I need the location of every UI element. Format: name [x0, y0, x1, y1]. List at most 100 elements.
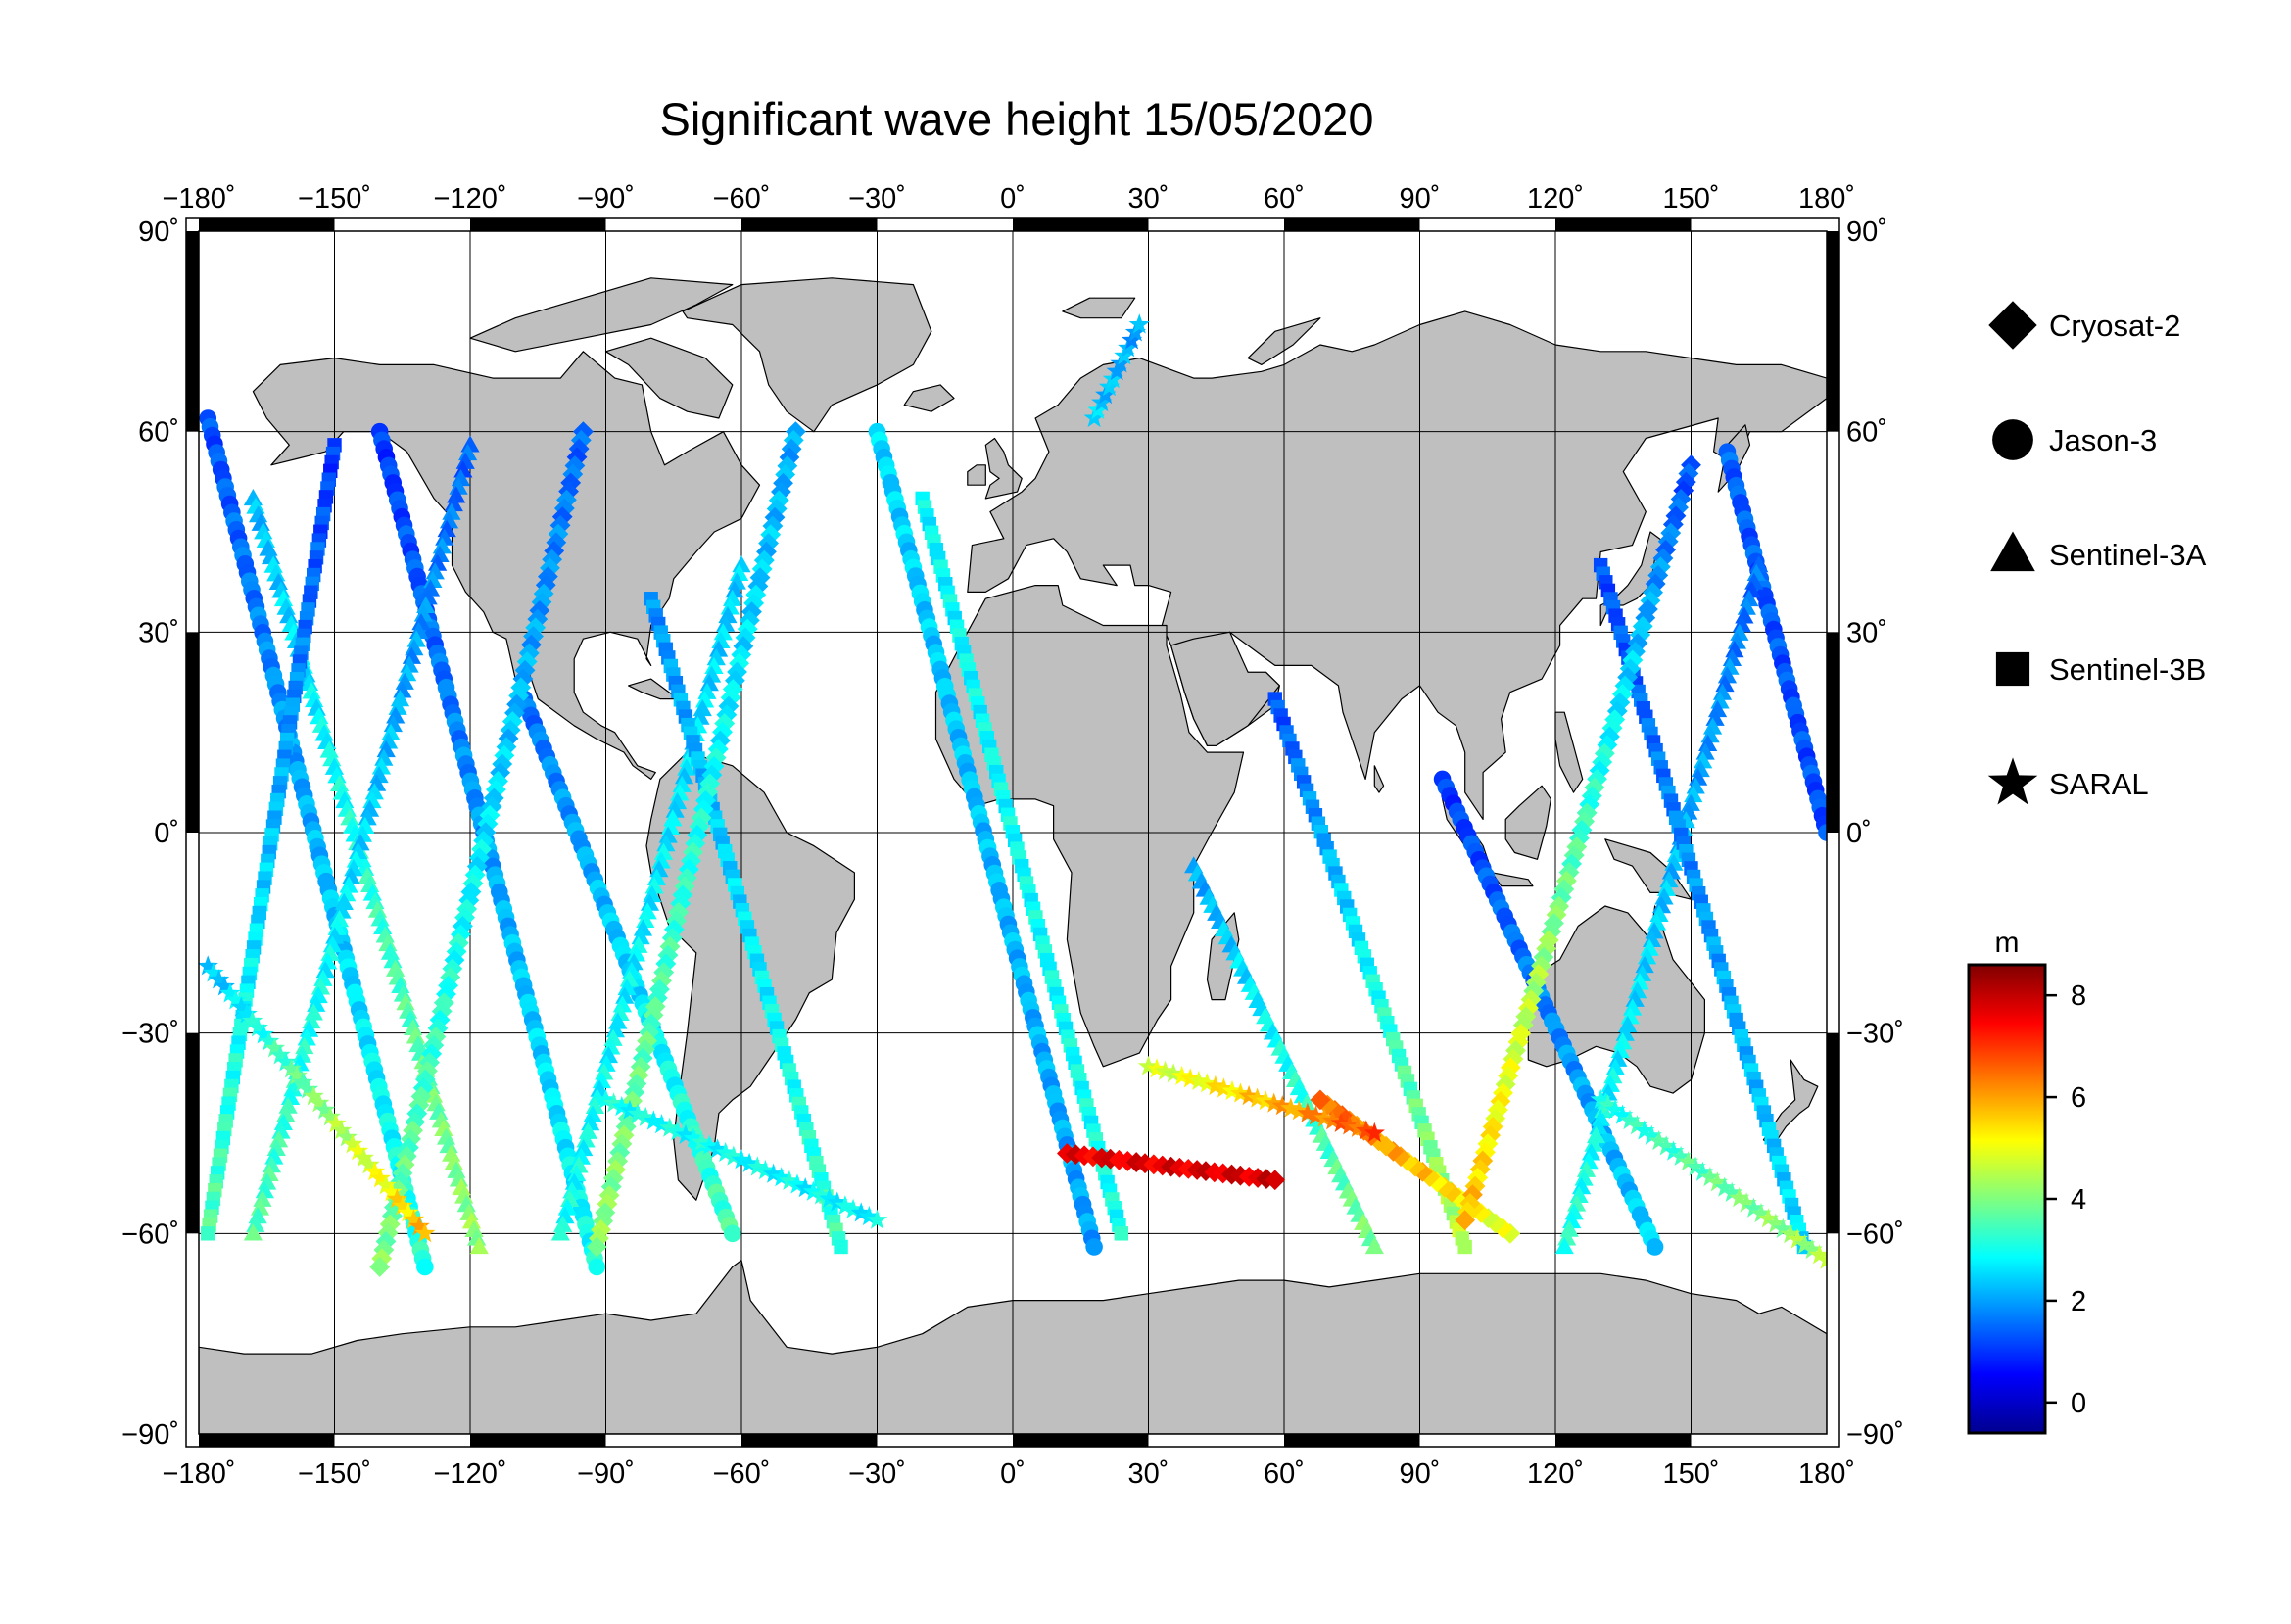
- track-point: [1604, 1099, 1626, 1120]
- track-point: [1477, 1133, 1499, 1155]
- track-point: [601, 1037, 621, 1055]
- track-point: [1670, 1145, 1692, 1166]
- legend-item-jason-3: Jason-3: [1992, 419, 2157, 460]
- track-point: [1818, 824, 1827, 841]
- lon-tick-label-bottom: 120˚: [1527, 1458, 1584, 1490]
- track-point: [1324, 1099, 1346, 1121]
- track-point: [1487, 1099, 1508, 1121]
- track-point: [635, 1106, 656, 1126]
- track-point: [583, 1105, 602, 1122]
- track-point: [858, 1205, 880, 1226]
- track-point: [585, 1096, 604, 1114]
- track-point: [286, 1065, 308, 1085]
- track-point: [243, 1223, 263, 1241]
- track-point: [1589, 760, 1610, 782]
- track-point: [344, 859, 363, 877]
- track-point: [406, 630, 426, 647]
- lon-tick-label-bottom: −30˚: [848, 1458, 906, 1490]
- track-point: [1787, 1228, 1808, 1249]
- colorbar-tick-label: 0: [2071, 1388, 2086, 1419]
- lat-tick-label-left: 0˚: [154, 818, 179, 849]
- track-point: [334, 892, 354, 910]
- track-point: [794, 1177, 816, 1198]
- track-point: [405, 639, 424, 656]
- star-legend-symbol: [1987, 757, 2038, 805]
- track-point: [442, 502, 461, 520]
- track-point: [658, 826, 678, 843]
- track-point: [615, 1116, 637, 1137]
- track-point: [416, 596, 436, 613]
- track-point: [720, 597, 740, 615]
- track-point: [1470, 1202, 1492, 1223]
- track-point: [369, 1168, 391, 1188]
- track-point: [332, 901, 352, 919]
- track-point: [1188, 1070, 1210, 1090]
- track-point: [842, 1198, 864, 1218]
- track-point: [362, 790, 382, 809]
- track-point: [850, 1202, 872, 1222]
- track-point: [283, 1079, 303, 1097]
- track-point: [1441, 1181, 1462, 1203]
- track-point: [732, 555, 751, 573]
- track-point: [462, 873, 484, 894]
- track-point: [698, 1134, 721, 1155]
- track-point: [576, 1130, 596, 1148]
- track-point: [1205, 1075, 1226, 1096]
- track-point: [337, 884, 357, 902]
- track-point: [571, 1147, 591, 1165]
- frame-segment: [199, 218, 335, 231]
- track-point: [771, 1167, 792, 1187]
- track-point: [383, 715, 403, 733]
- track-point: [248, 1207, 267, 1224]
- track-point: [348, 1140, 369, 1161]
- track-point: [1677, 1151, 1699, 1171]
- track-point: [423, 570, 443, 589]
- series-saral: [199, 313, 1827, 1269]
- track-point: [349, 841, 368, 860]
- track-point: [1520, 989, 1542, 1010]
- track-point: [1531, 955, 1551, 977]
- lat-tick-label-left: 90˚: [138, 216, 179, 248]
- diamond-legend-symbol: [1988, 301, 2037, 350]
- track-point: [1305, 1105, 1327, 1125]
- track-point: [593, 1211, 614, 1232]
- track-point: [322, 935, 343, 953]
- track-point: [342, 1133, 363, 1154]
- track-point: [1313, 1107, 1335, 1127]
- lon-tick-label-top: 90˚: [1400, 183, 1441, 215]
- track-point: [1503, 1048, 1524, 1070]
- track-point: [1467, 1167, 1489, 1188]
- track-point: [403, 1120, 423, 1141]
- lat-tick-label-left: 60˚: [138, 417, 179, 449]
- track-point: [1271, 1095, 1293, 1116]
- colorbar-gradient: [1967, 963, 2047, 1435]
- track-point: [649, 860, 669, 878]
- track-point: [416, 1258, 434, 1276]
- track-point: [650, 1114, 673, 1134]
- track-point: [418, 588, 438, 605]
- track-point: [271, 1122, 291, 1139]
- track-point: [1614, 675, 1636, 696]
- track-point: [754, 1159, 777, 1180]
- track-point: [1657, 531, 1679, 552]
- track-point: [1364, 1237, 1384, 1255]
- track-point: [219, 982, 241, 1003]
- track-point: [266, 1138, 286, 1156]
- track-point: [713, 623, 733, 641]
- lon-tick-label-bottom: −150˚: [298, 1458, 371, 1490]
- track-point: [318, 952, 338, 970]
- track-point: [1459, 1192, 1481, 1214]
- axis-tick-labels: −180˚ −180˚ −150˚ −150˚ −120˚ −120˚ −90˚ −90˚ −6…: [121, 183, 1904, 1490]
- track-point: [622, 1090, 644, 1112]
- track-point: [1255, 1090, 1276, 1111]
- track-point: [590, 1079, 609, 1097]
- lon-tick-label-top: 60˚: [1264, 183, 1305, 215]
- track-point: [1196, 1073, 1217, 1093]
- track-point: [1685, 1156, 1706, 1176]
- track-point: [373, 1239, 395, 1261]
- frame-segment: [1284, 1434, 1420, 1447]
- track-point: [697, 682, 717, 699]
- track-point: [1500, 1222, 1521, 1244]
- track-point: [1475, 1141, 1496, 1163]
- frame-segment: [1555, 218, 1692, 231]
